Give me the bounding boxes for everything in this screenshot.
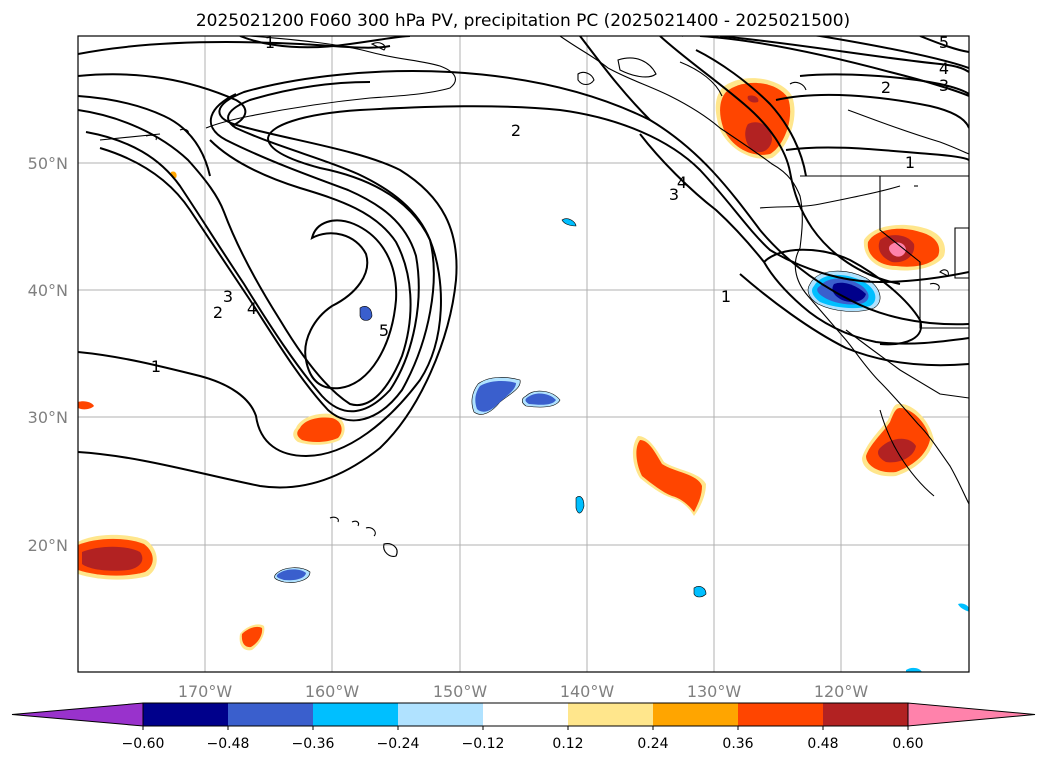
- gridlines: [78, 36, 969, 672]
- contour-label: 4: [677, 173, 687, 192]
- colorbar-tick-label: 0.12: [552, 736, 583, 752]
- lon-tick-label: 130°W: [687, 682, 742, 701]
- lon-tick-label: 170°W: [178, 682, 233, 701]
- contour-label: 2: [881, 78, 891, 97]
- colorbar-tick-label: −0.48: [207, 736, 250, 752]
- colorbar-band: [653, 703, 738, 726]
- colorbar-extend-min: [11, 702, 144, 727]
- colorbar-band: [823, 703, 908, 726]
- contour-label: 2: [213, 303, 223, 322]
- precip-area-small-1: [359, 306, 373, 321]
- map-background: [78, 36, 969, 672]
- colorbar-band: [483, 703, 568, 726]
- map-panel: 1 5 4 3 2 2 4 3 1 1 3 2 4 5 1: [28, 33, 970, 701]
- precip-area-small-2: [575, 496, 585, 514]
- colorbar-outline: [142, 702, 909, 727]
- contour-label: 1: [265, 33, 275, 52]
- contour-label: 1: [721, 287, 731, 306]
- precip-area-small-5: [958, 603, 969, 612]
- colorbar-band: [738, 703, 823, 726]
- colorbar-tick-label: −0.60: [122, 736, 165, 752]
- colorbar-band: [228, 703, 313, 726]
- colorbar-band: [313, 703, 398, 726]
- colorbar-tick-label: 0.60: [892, 736, 923, 752]
- contour-label: 4: [939, 59, 949, 78]
- colorbar-band: [143, 703, 228, 726]
- contour-label: 4: [247, 299, 257, 318]
- colorbar-segments: [11, 702, 1036, 727]
- colorbar-extend-max: [907, 702, 1036, 727]
- latitude-labels: 50°N 40°N 30°N 20°N: [28, 154, 68, 555]
- lon-tick-label: 120°W: [814, 682, 869, 701]
- precip-area-small-6: [906, 667, 922, 672]
- contour-label: 3: [223, 287, 233, 306]
- lat-tick-label: 30°N: [28, 408, 68, 427]
- pv-contours: [78, 36, 969, 489]
- colorbar-band: [398, 703, 483, 726]
- colorbar: −0.60 −0.48 −0.36 −0.24 −0.12 0.12 0.24 0.36 0.4…: [11, 702, 1036, 752]
- lat-tick-label: 20°N: [28, 536, 68, 555]
- lon-tick-label: 140°W: [560, 682, 615, 701]
- coastlines: [99, 36, 969, 557]
- colorbar-tick-label: 0.36: [722, 736, 753, 752]
- precip-area-small-4: [561, 218, 577, 227]
- contour-label: 1: [905, 153, 915, 172]
- map-frame: [77, 35, 970, 673]
- contour-label: 5: [939, 33, 949, 52]
- lon-tick-label: 160°W: [305, 682, 360, 701]
- lat-tick-label: 40°N: [28, 281, 68, 300]
- colorbar-band: [568, 703, 653, 726]
- colorbar-tick-label: 0.48: [807, 736, 838, 752]
- contour-label: 3: [939, 76, 949, 95]
- contour-label: 5: [379, 321, 389, 340]
- precip-area-west-small: [78, 401, 94, 410]
- contour-label: 1: [151, 357, 161, 376]
- lat-tick-label: 50°N: [28, 154, 68, 173]
- lon-tick-label: 150°W: [433, 682, 488, 701]
- contour-label: 2: [511, 121, 521, 140]
- colorbar-tick-label: −0.12: [462, 736, 505, 752]
- figure-title: 2025021200 F060 300 hPa PV, precipitatio…: [196, 11, 850, 31]
- longitude-labels: 170°W 160°W 150°W 140°W 130°W 120°W: [178, 682, 869, 701]
- precip-area-small-3: [693, 586, 707, 598]
- colorbar-tick-label: −0.24: [377, 736, 420, 752]
- pv-contour-labels: 1 5 4 3 2 2 4 3 1 1 3 2 4 5 1: [151, 33, 949, 376]
- colorbar-tick-label: −0.36: [292, 736, 335, 752]
- contour-label: 3: [669, 185, 679, 204]
- colorbar-tick-label: 0.24: [637, 736, 668, 752]
- colorbar-tick-labels: −0.60 −0.48 −0.36 −0.24 −0.12 0.12 0.24 0.36 0.4…: [122, 726, 924, 752]
